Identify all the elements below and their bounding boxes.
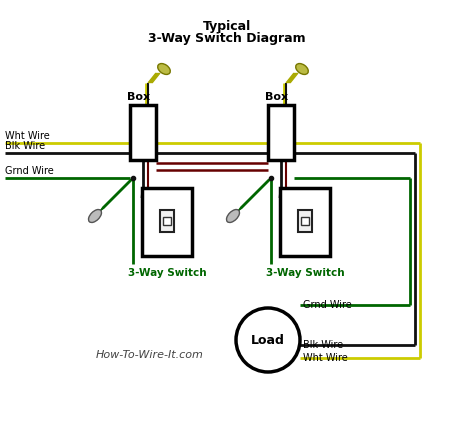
Circle shape (236, 308, 300, 372)
Bar (301, 217, 309, 225)
Bar (130, 105, 156, 160)
Text: 3-Way Switch: 3-Way Switch (266, 268, 344, 278)
Text: Blk Wire: Blk Wire (303, 340, 343, 350)
Text: Wht Wire: Wht Wire (303, 353, 348, 363)
Text: Wht Wire: Wht Wire (5, 131, 50, 141)
Text: How-To-Wire-It.com: How-To-Wire-It.com (96, 350, 204, 360)
Ellipse shape (89, 209, 102, 222)
Text: Grnd Wire: Grnd Wire (5, 166, 54, 176)
Text: Typical: Typical (203, 20, 251, 33)
Ellipse shape (296, 63, 308, 74)
Text: Grnd Wire: Grnd Wire (303, 300, 352, 310)
Ellipse shape (158, 63, 170, 74)
Text: 3-Way Switch: 3-Way Switch (128, 268, 206, 278)
Text: Box: Box (266, 92, 289, 102)
Bar (160, 210, 174, 232)
Bar (280, 188, 330, 256)
Bar (268, 105, 294, 160)
Text: Blk Wire: Blk Wire (5, 141, 45, 151)
Text: 3-Way Switch Diagram: 3-Way Switch Diagram (148, 32, 306, 45)
Text: Load: Load (251, 333, 285, 346)
Text: Box: Box (128, 92, 151, 102)
Bar (163, 217, 171, 225)
Bar (142, 188, 192, 256)
Bar (298, 210, 312, 232)
Ellipse shape (227, 209, 240, 222)
